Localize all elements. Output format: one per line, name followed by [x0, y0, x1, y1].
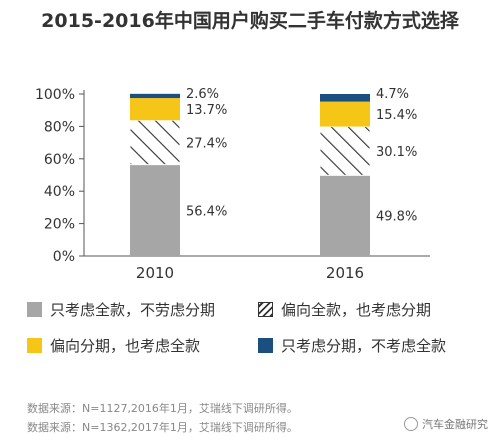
source-note-2: 数据来源：N=1362,2017年1月，艾瑞线下调研所得。 — [27, 421, 298, 434]
chart-title: 2015-2016年中国用户购买二手车付款方式选择 — [41, 10, 459, 32]
y-tick-label: 100% — [35, 87, 75, 103]
bar-segment — [130, 98, 180, 121]
bar-segment — [130, 164, 180, 256]
y-tick-label: 60% — [44, 152, 75, 168]
bar-segment — [319, 126, 371, 176]
legend-item-installment-prefer: 偏向分期，也考虑全款 — [27, 335, 200, 356]
bar-segment — [130, 93, 180, 99]
bar-segment — [320, 101, 370, 127]
legend-label: 只考虑分期，不考虑全款 — [281, 337, 447, 355]
legend-swatch-yellow — [27, 338, 42, 353]
bar-segment — [129, 119, 181, 166]
legend-label: 偏向分期，也考虑全款 — [50, 337, 201, 355]
data-label: 56.4% — [186, 204, 227, 219]
data-label: 4.7% — [376, 87, 409, 102]
y-tick-label: 80% — [44, 119, 75, 135]
bar-segment — [320, 94, 370, 102]
legend-label: 偏向全款，也考虑分期 — [281, 301, 432, 319]
bar-segment — [320, 175, 370, 256]
y-tick-label: 20% — [44, 217, 75, 233]
wechat-icon — [404, 417, 418, 431]
legend-item-full-prefer: 偏向全款，也考虑分期 — [258, 299, 431, 320]
stacked-bar-chart: 0% 20% 40% 60% 80% 100% 56.4% 27.4% 13.7%2.6% 201… — [35, 87, 430, 282]
watermark: 汽车金融研究 — [404, 416, 488, 432]
legend-item-installment-only: 只考虑分期，不考虑全款 — [258, 335, 446, 356]
data-label: 30.1% — [376, 145, 417, 160]
legend-swatch-navy — [258, 338, 273, 353]
legend-swatch-gray — [27, 302, 42, 317]
legend-item-full-only: 只考虑全款，不劳虑分期 — [27, 299, 215, 320]
y-tick-label: 0% — [53, 249, 75, 265]
data-label: 13.7% — [186, 103, 227, 118]
x-tick-label: 2010 — [136, 264, 174, 282]
watermark-text: 汽车金融研究 — [422, 418, 488, 431]
legend-swatch-hatched — [258, 302, 273, 317]
y-tick-label: 40% — [44, 184, 75, 200]
source-note-1: 数据来源：N=1127,2016年1月，艾瑞线下调研所得。 — [27, 402, 298, 415]
legend-label: 只考虑全款，不劳虑分期 — [50, 301, 216, 319]
data-label: 15.4% — [376, 108, 417, 123]
data-label: 2.6% — [186, 87, 219, 102]
data-label: 27.4% — [186, 136, 227, 151]
x-tick-label: 2016 — [326, 264, 364, 282]
data-label: 49.8% — [376, 210, 417, 225]
